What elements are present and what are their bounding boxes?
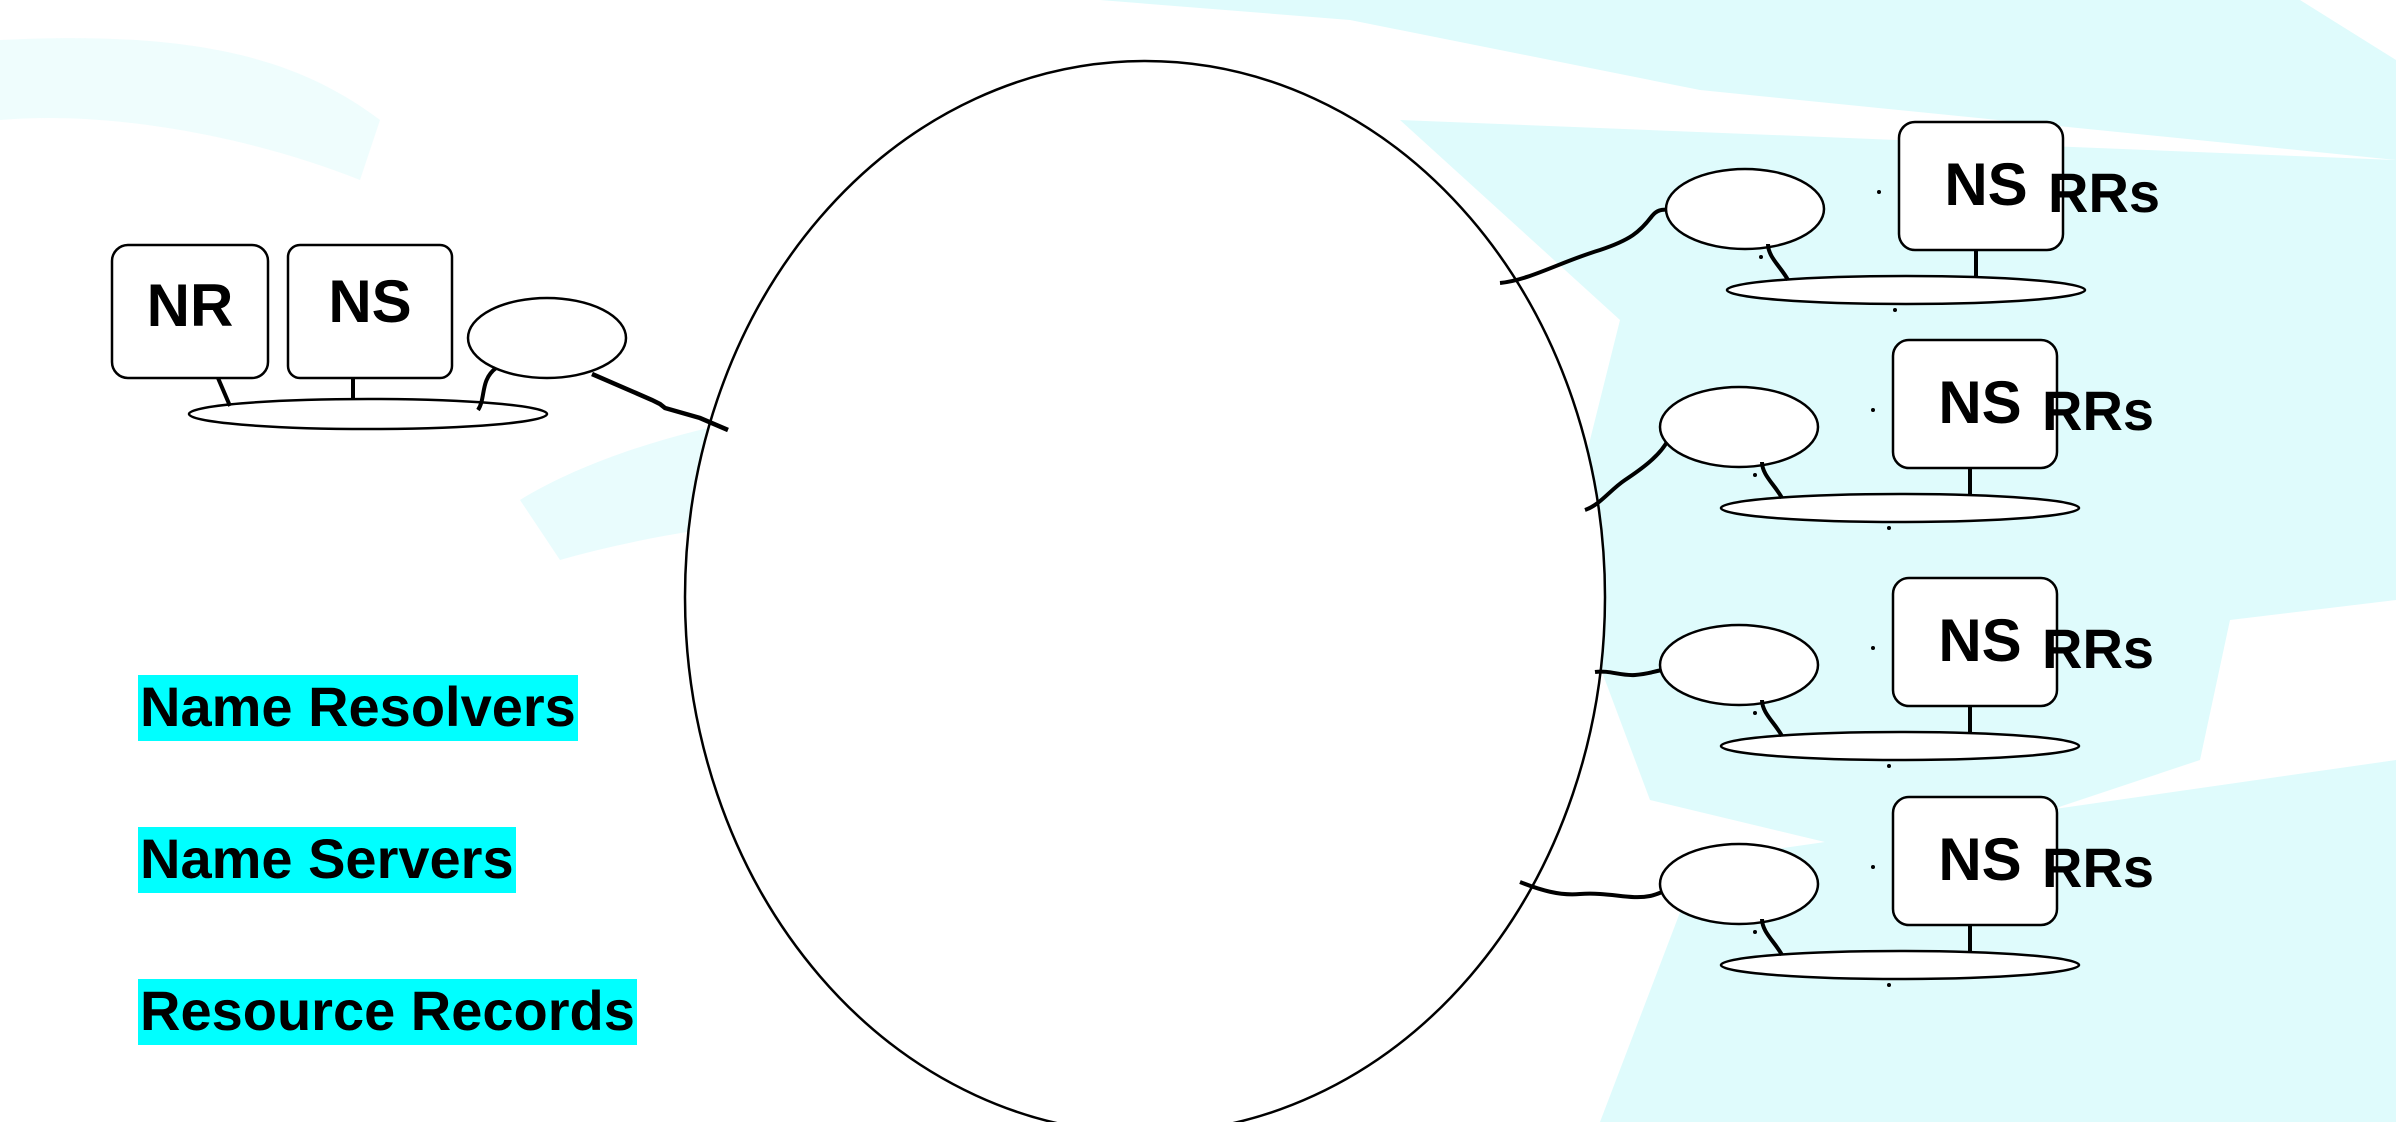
resource-records-label: RRs xyxy=(2042,836,2154,899)
resolver-box xyxy=(110,243,270,380)
remote-uplink xyxy=(1594,668,1663,678)
legend-name-servers: Name Servers xyxy=(138,827,516,893)
resource-records-label: RRs xyxy=(2042,379,2154,442)
dot-mark xyxy=(1887,526,1891,530)
resource-records-label: RRs xyxy=(2042,617,2154,680)
remote-router xyxy=(1664,167,1826,251)
remote-router xyxy=(1658,623,1820,707)
remote-lan xyxy=(1719,949,2081,981)
remote-router-lan-link xyxy=(1760,699,1784,737)
dot-mark xyxy=(1753,711,1757,715)
remote-router-lan-link xyxy=(1766,243,1790,281)
remote-server-box xyxy=(1891,795,2059,927)
left-router-lan-link xyxy=(476,366,498,412)
dot-mark xyxy=(1753,930,1757,934)
resource-records-label: RRs xyxy=(2048,161,2160,224)
dot-mark xyxy=(1871,408,1875,412)
left-server-box xyxy=(286,243,454,380)
left-router xyxy=(466,296,628,380)
remote-server-label: NS xyxy=(1944,151,2027,218)
legend-resource-records: Resource Records xyxy=(138,979,637,1045)
remote-router-lan-link xyxy=(1760,918,1784,956)
remote-site: NS RRs xyxy=(1499,120,2160,312)
remote-router xyxy=(1658,842,1820,926)
left-server-label: NS xyxy=(328,268,411,335)
remote-uplink xyxy=(1519,880,1671,900)
remote-uplink xyxy=(1499,206,1674,285)
dot-mark xyxy=(1893,308,1897,312)
resolver-label: NR xyxy=(147,272,234,339)
remote-server-box xyxy=(1891,338,2059,470)
remote-uplink xyxy=(1584,439,1670,512)
remote-server-label: NS xyxy=(1938,607,2021,674)
left-uplink xyxy=(591,371,729,433)
remote-server-label: NS xyxy=(1938,369,2021,436)
dot-mark xyxy=(1887,983,1891,987)
dot-mark xyxy=(1759,255,1763,259)
remote-server-label: NS xyxy=(1938,826,2021,893)
legend-name-resolvers: Name Resolvers xyxy=(138,675,578,741)
remote-lan xyxy=(1725,274,2087,306)
remote-lan xyxy=(1719,492,2081,524)
dot-mark xyxy=(1871,646,1875,650)
dot-mark xyxy=(1877,190,1881,194)
left-resolver-link xyxy=(216,377,232,407)
remote-server-box xyxy=(1897,120,2065,252)
dot-mark xyxy=(1887,764,1891,768)
remote-site: NS RRs xyxy=(1519,795,2154,987)
remote-site: NS RRs xyxy=(1584,338,2154,530)
remote-lan xyxy=(1719,730,2081,762)
dot-mark xyxy=(1753,473,1757,477)
internet-cloud xyxy=(683,59,1607,1122)
left-site: NR NS xyxy=(110,243,729,433)
left-lan xyxy=(187,397,549,431)
remote-site: NS RRs xyxy=(1594,576,2154,768)
remote-router-lan-link xyxy=(1760,461,1784,499)
remote-router xyxy=(1658,385,1820,469)
remote-server-box xyxy=(1891,576,2059,708)
remote-sites: NS RRs NS RRs NS RRs NS RRs xyxy=(1499,120,2160,987)
dot-mark xyxy=(1871,865,1875,869)
